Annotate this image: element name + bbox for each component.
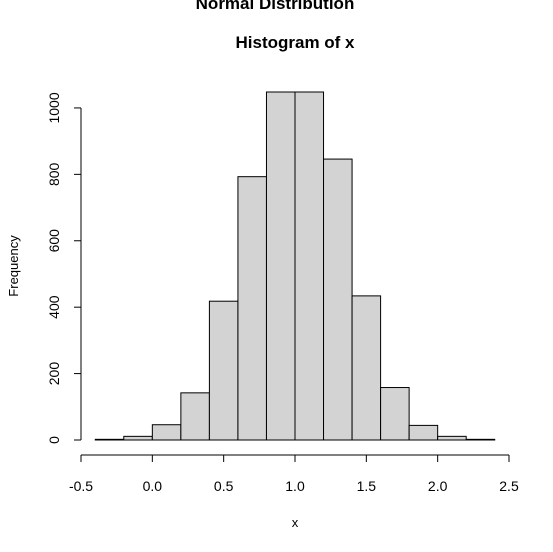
histogram-bar	[408, 424, 439, 441]
x-axis-label: x	[292, 515, 299, 530]
y-tick-label: 0	[46, 436, 62, 444]
y-tick-label: 400	[46, 295, 62, 319]
x-tick-label: 0.5	[214, 478, 234, 494]
histogram-bar	[294, 91, 325, 441]
x-tick-label: 0.0	[143, 478, 163, 494]
y-tick-label: 200	[46, 362, 62, 386]
histogram-bar	[151, 424, 182, 441]
histogram-bar	[437, 435, 467, 441]
histogram-bar	[465, 438, 496, 441]
x-tick-label: 1.5	[357, 478, 377, 494]
y-tick-label: 1000	[46, 92, 62, 123]
histogram-bar	[380, 387, 410, 441]
x-tick-label: -0.5	[69, 478, 93, 494]
histogram-bars	[94, 91, 496, 441]
histogram-bar	[323, 158, 353, 441]
y-axis: 0 200 400 600 800 1000	[46, 92, 82, 444]
histogram-bar	[351, 295, 382, 441]
chart-subtitle: Normal Distribution	[196, 0, 355, 13]
histogram-bar	[237, 176, 267, 441]
histogram-bar	[265, 91, 296, 441]
y-axis-label: Frequency	[6, 235, 21, 297]
chart-title: Histogram of x	[235, 33, 355, 52]
y-tick-label: 600	[46, 229, 62, 253]
histogram-bar	[208, 300, 239, 441]
histogram-bar	[123, 435, 153, 441]
x-tick-label: 2.5	[499, 478, 519, 494]
y-tick-label: 800	[46, 162, 62, 186]
x-tick-label: 1.0	[285, 478, 305, 494]
histogram-bar	[94, 438, 125, 441]
histogram-bar	[180, 392, 210, 441]
x-tick-label: 2.0	[428, 478, 448, 494]
x-axis: -0.5 0.0 0.5 1.0 1.5 2.0 2.5	[69, 454, 519, 494]
